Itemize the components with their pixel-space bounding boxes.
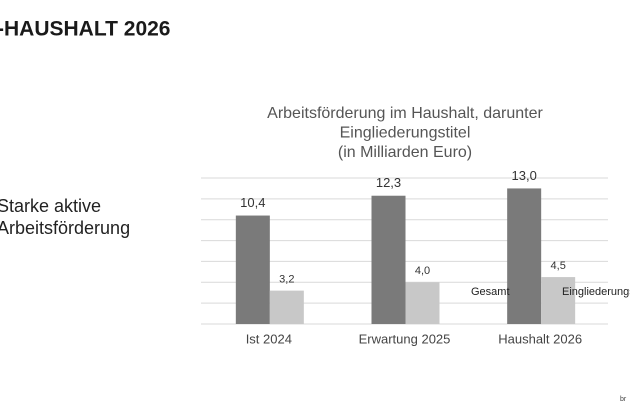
bar xyxy=(541,277,576,324)
value-label: 10,4 xyxy=(240,195,265,210)
footer: br xyxy=(620,396,627,403)
bar xyxy=(507,188,542,324)
value-label: 13,0 xyxy=(512,168,537,183)
bar xyxy=(405,282,440,324)
x-tick-label: Haushalt 2026 xyxy=(498,331,582,346)
x-tick-label: Erwartung 2025 xyxy=(359,331,451,346)
value-label: 4,0 xyxy=(415,265,430,277)
value-label: 4,5 xyxy=(551,260,566,272)
side-text: Arbeitsförderung xyxy=(0,218,130,238)
bar xyxy=(235,215,270,324)
chart-title: Eingliederungstitel xyxy=(340,125,471,142)
chart-title: Arbeitsförderung im Haushalt, darunter xyxy=(267,105,543,122)
legend-label: Gesamt xyxy=(471,286,510,298)
legend-label: Eingliederungstitel xyxy=(562,286,630,298)
value-label: 12,3 xyxy=(376,175,401,190)
x-tick-label: Ist 2024 xyxy=(246,331,292,346)
bar xyxy=(371,195,406,324)
chart-title: (in Milliarden Euro) xyxy=(338,144,472,161)
side-text: Starke aktive xyxy=(0,196,101,216)
slide-title: -HAUSHALT 2026 xyxy=(0,18,170,41)
bar xyxy=(269,290,304,324)
value-label: 3,2 xyxy=(279,274,294,286)
